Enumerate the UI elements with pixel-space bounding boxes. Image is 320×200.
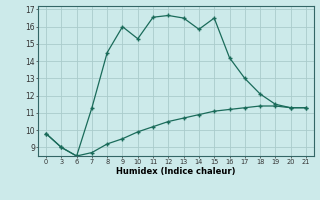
X-axis label: Humidex (Indice chaleur): Humidex (Indice chaleur) <box>116 167 236 176</box>
